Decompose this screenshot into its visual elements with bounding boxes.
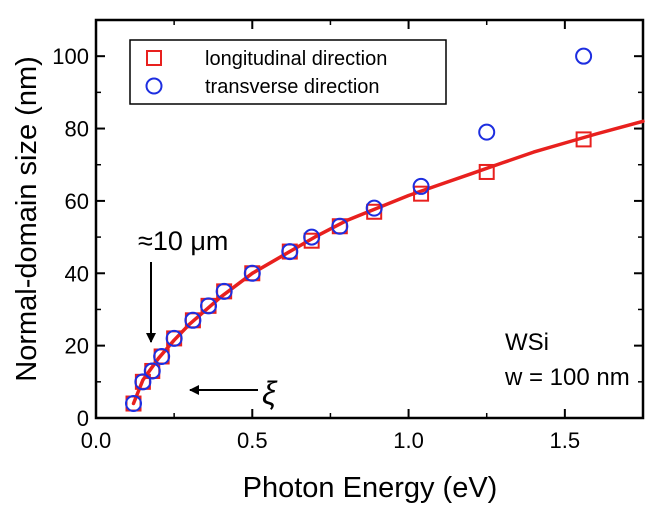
x-tick-label: 0.5 (237, 428, 268, 453)
xi-symbol: ξ (262, 375, 278, 411)
x-tick-label: 1.0 (393, 428, 424, 453)
y-axis-title: Normal-domain size (nm) (11, 56, 43, 382)
transverse-point (365, 199, 383, 217)
y-tick-label: 40 (65, 261, 89, 286)
transverse-point (243, 264, 261, 282)
material-label: WSi (505, 329, 549, 356)
transverse-point (303, 228, 321, 246)
transverse-point (134, 373, 152, 391)
legend-label-longitudinal: longitudinal direction (205, 48, 387, 70)
transverse-point (331, 217, 349, 235)
length-annotation: ≈10 μm (138, 226, 228, 256)
fit-curve-layer (131, 119, 645, 406)
transverse-point (200, 297, 218, 315)
transverse-point (478, 123, 496, 141)
axis-ticks (95, 20, 643, 419)
tick-labels: 0.0 0.5 1.0 1.5 0 20 40 60 80 100 (52, 44, 580, 453)
longitudinal-point (413, 185, 430, 202)
y-tick-label: 0 (77, 406, 89, 431)
transverse-point (165, 329, 183, 347)
y-tick-label: 60 (65, 189, 89, 214)
legend: longitudinal direction transverse direct… (129, 39, 447, 105)
transverse-point (575, 47, 593, 65)
longitudinal-point (575, 131, 592, 148)
y-tick-label: 20 (65, 334, 89, 359)
data-points-layer (125, 47, 593, 413)
y-tick-label: 80 (65, 117, 89, 142)
width-label: w = 100 nm (504, 364, 630, 391)
transverse-point (143, 362, 161, 380)
legend-label-transverse: transverse direction (205, 76, 380, 98)
transverse-point (184, 311, 202, 329)
transverse-point (125, 395, 143, 413)
plot-area-border (94, 18, 645, 420)
transverse-point (281, 243, 299, 261)
longitudinal-point (478, 163, 495, 180)
x-axis-title: Photon Energy (eV) (243, 472, 498, 504)
plot-frame (94, 18, 645, 420)
transverse-point (215, 282, 233, 300)
transverse-point (412, 177, 430, 195)
x-tick-label: 0.0 (81, 428, 112, 453)
y-tick-label: 100 (52, 44, 89, 69)
transverse-point (153, 347, 171, 365)
legend-box (129, 39, 447, 105)
fit-curve (131, 119, 645, 406)
legend-circle-icon (145, 77, 163, 95)
legend-square-icon (146, 50, 162, 66)
x-tick-label: 1.5 (550, 428, 581, 453)
